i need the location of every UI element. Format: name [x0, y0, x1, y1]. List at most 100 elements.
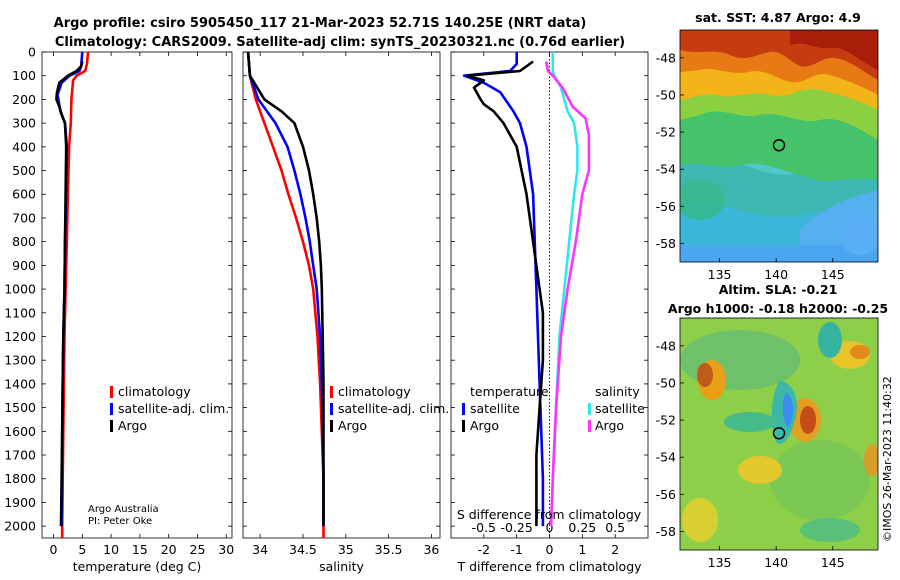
y-tick-label: 700	[12, 210, 36, 225]
map-y-tick-label: -56	[656, 487, 676, 502]
x-tick-label: 20	[161, 542, 177, 557]
map-x-tick-label: 145	[821, 555, 845, 570]
sla-map	[680, 318, 878, 550]
map-y-tick-label: -52	[656, 125, 676, 140]
legend-swatch-satellite	[110, 403, 113, 415]
temperature-legend: climatology satellite-adj. clim. Argo	[110, 384, 229, 433]
legend-swatch-s-satellite	[588, 403, 591, 415]
sst-map-frame	[679, 29, 879, 263]
legend-label: Argo	[595, 418, 624, 433]
y-tick-label: 2000	[4, 519, 36, 534]
x-tick-label: 0	[546, 542, 554, 557]
sla-map-title-line2: Argo h1000: -0.18 h2000: -0.25	[668, 301, 888, 316]
y-tick-label: 1700	[4, 448, 36, 463]
x-tick-label: 5	[78, 542, 86, 557]
sla-map-frame	[679, 317, 879, 551]
map-y-tick-label: -48	[656, 338, 676, 353]
map-x-tick-label: 140	[764, 555, 788, 570]
y-tick-label: 1000	[4, 282, 36, 297]
legend-swatch-s-argo	[588, 420, 591, 432]
legend-swatch-climatology	[110, 386, 113, 398]
legend-swatch-argo	[110, 420, 113, 432]
s-diff-axis-label: S difference from climatology	[457, 507, 642, 522]
temperature-panel: 0 5 10 15 20 25 300100200300400500600700800900…	[4, 45, 234, 575]
y-tick-label: 1400	[4, 376, 36, 391]
s-tick-label: 0.25	[568, 520, 596, 535]
map-x-tick-label: 140	[764, 267, 788, 282]
header-line2: Climatology: CARS2009. Satellite-adj cli…	[55, 35, 625, 50]
s-tick-label: -0.25	[500, 520, 532, 535]
y-tick-label: 500	[12, 163, 36, 178]
legend-title-temperature: temperature	[470, 384, 549, 399]
x-axis-label: temperature (deg C)	[73, 559, 202, 574]
y-tick-label: 200	[12, 92, 36, 107]
y-tick-label: 900	[12, 258, 36, 273]
legend-swatch-t-argo	[462, 420, 465, 432]
salinity-panel: 34 34.5 35 35.5 36 salinity	[242, 51, 441, 574]
y-tick-label: 800	[12, 234, 36, 249]
legend-swatch-climatology	[330, 386, 333, 398]
y-tick-label: 600	[12, 187, 36, 202]
plot-frame	[242, 51, 441, 539]
argo-position-marker	[772, 427, 786, 440]
legend-label: Argo	[470, 418, 499, 433]
y-tick-label: 0	[28, 45, 36, 60]
x-tick-label: 25	[190, 542, 206, 557]
legend-label: climatology	[118, 384, 191, 399]
map-y-tick-label: -56	[656, 199, 676, 214]
legend-title-salinity: salinity	[595, 384, 640, 399]
legend-label: satellite	[595, 401, 645, 416]
x-tick-label: 2	[611, 542, 619, 557]
y-tick-label: 1900	[4, 495, 36, 510]
map-y-tick-label: -50	[656, 87, 676, 102]
legend-label: satellite-adj. clim.	[338, 401, 449, 416]
y-tick-label: 400	[12, 139, 36, 154]
plot-frame	[41, 51, 233, 539]
series-line-argo	[246, 51, 325, 527]
legend-swatch-argo	[330, 420, 333, 432]
sst-map-axes: 135 140 145 -48 -50 -52 -54 -56 -58	[656, 50, 845, 282]
legend-label: climatology	[338, 384, 411, 399]
y-tick-label: 300	[12, 116, 36, 131]
s-tick-label: 0.5	[605, 520, 625, 535]
y-tick-label: 100	[12, 68, 36, 83]
x-tick-label: 10	[103, 542, 119, 557]
legend-label: satellite-adj. clim.	[118, 401, 229, 416]
map-y-tick-label: -50	[656, 375, 676, 390]
header-line1: Argo profile: csiro 5905450_117 21-Mar-2…	[54, 16, 587, 31]
x-tick-label: 30	[218, 542, 234, 557]
x-tick-label: 0	[50, 542, 58, 557]
x-tick-label: 34	[252, 542, 268, 557]
imos-stamp: ©IMOS 26-Mar-2023 11:40:32	[881, 376, 894, 542]
sst-map	[680, 30, 878, 262]
legend-label: Argo	[118, 418, 147, 433]
y-tick-label: 1100	[4, 305, 36, 320]
map-y-tick-label: -58	[656, 524, 676, 539]
difference-panel: -2 -1 0 1 2 T difference from climatology -0.5…	[450, 51, 649, 574]
y-tick-label: 1300	[4, 353, 36, 368]
s-tick-label: -0.5	[472, 520, 496, 535]
y-tick-label: 1800	[4, 471, 36, 486]
y-tick-label: 1200	[4, 329, 36, 344]
legend-label: satellite	[470, 401, 520, 416]
x-tick-label: 36	[423, 542, 439, 557]
x-tick-label: 35.5	[375, 542, 403, 557]
map-y-tick-label: -58	[656, 236, 676, 251]
credits-line2: PI: Peter Oke	[88, 516, 152, 527]
x-axis-label: salinity	[319, 559, 364, 574]
series-line-argo	[55, 61, 84, 527]
map-y-tick-label: -54	[656, 162, 676, 177]
map-y-tick-label: -54	[656, 450, 676, 465]
x-tick-label: -2	[478, 542, 490, 557]
series-line-t-argo	[466, 60, 545, 527]
difference-legend: temperature satellite Argo salinity sate…	[462, 384, 645, 433]
legend-label: Argo	[338, 418, 367, 433]
x-axis-label: T difference from climatology	[456, 559, 642, 574]
x-tick-label: 15	[132, 542, 148, 557]
map-x-tick-label: 145	[821, 267, 845, 282]
x-tick-label: 34.5	[289, 542, 317, 557]
sst-map-title: sat. SST: 4.87 Argo: 4.9	[695, 10, 861, 25]
s-tick-label: 0	[546, 520, 554, 535]
map-y-tick-label: -48	[656, 50, 676, 65]
